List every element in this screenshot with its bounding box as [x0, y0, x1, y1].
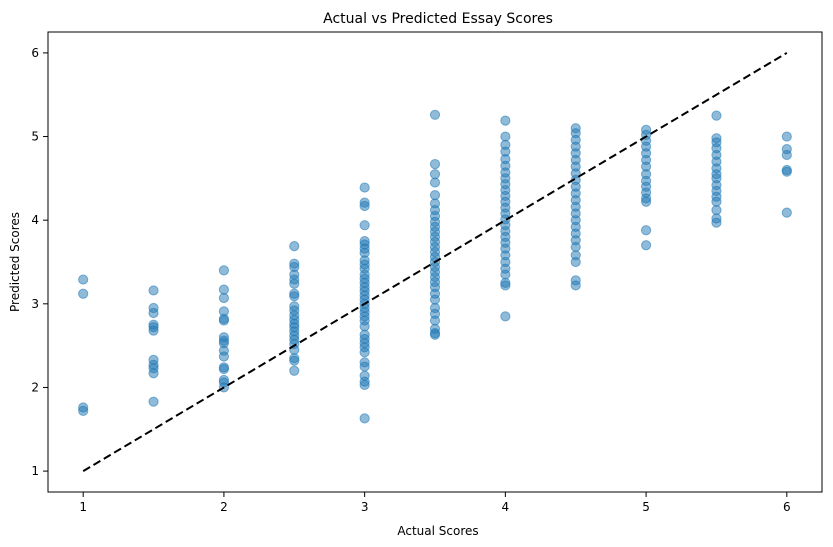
data-point — [359, 361, 370, 372]
data-point — [359, 220, 370, 231]
data-point — [429, 159, 441, 170]
y-tick-label: 4 — [31, 213, 39, 227]
data-point — [781, 131, 792, 142]
y-tick-label: 1 — [31, 464, 39, 478]
data-point — [359, 379, 370, 391]
y-tick-label: 5 — [31, 130, 39, 144]
data-point — [500, 115, 511, 126]
data-point — [359, 321, 370, 332]
data-point — [148, 368, 159, 379]
data-point — [289, 355, 300, 366]
data-point — [640, 196, 652, 207]
data-point — [359, 182, 370, 193]
plot-area-frame — [47, 31, 823, 493]
x-tick-label: 1 — [79, 500, 87, 514]
data-point — [289, 278, 300, 289]
data-point — [78, 405, 89, 416]
points-layer — [78, 109, 792, 424]
data-point — [500, 269, 511, 280]
y-axis-label: Predicted Scores — [8, 212, 22, 312]
data-point — [78, 288, 89, 299]
data-point — [500, 280, 511, 291]
data-point — [148, 307, 159, 319]
data-point — [218, 351, 230, 362]
data-point — [148, 325, 159, 336]
data-point — [359, 413, 370, 424]
data-point — [429, 294, 441, 305]
data-point — [429, 169, 441, 180]
data-point — [429, 189, 441, 201]
x-tick-label: 6 — [783, 500, 791, 514]
x-tick-label: 5 — [642, 500, 650, 514]
x-axis-ticks: 1 2 3 4 5 6 — [79, 492, 791, 514]
x-tick-label: 3 — [361, 500, 369, 514]
data-point — [500, 131, 511, 142]
data-point — [640, 225, 652, 236]
data-point — [429, 177, 441, 188]
data-point — [711, 217, 722, 228]
data-point — [289, 291, 300, 302]
data-point — [781, 149, 792, 161]
x-tick-label: 2 — [220, 500, 228, 514]
data-point — [711, 205, 722, 216]
data-point — [640, 240, 652, 251]
data-point — [218, 315, 230, 326]
data-point — [570, 241, 581, 253]
data-point — [570, 280, 581, 291]
data-point — [429, 109, 441, 120]
data-point — [148, 285, 159, 296]
chart-title: Actual vs Predicted Essay Scores — [323, 11, 553, 27]
data-point — [218, 292, 230, 304]
data-point — [218, 265, 230, 276]
data-point — [289, 241, 300, 252]
data-point — [570, 256, 581, 268]
y-tick-label: 6 — [31, 46, 39, 60]
data-point — [429, 315, 441, 326]
data-point — [711, 110, 722, 121]
y-tick-label: 2 — [31, 380, 39, 394]
data-point — [218, 363, 230, 375]
y-tick-label: 3 — [31, 297, 39, 311]
x-axis-label: Actual Scores — [397, 524, 478, 538]
data-point — [289, 365, 300, 376]
data-point — [500, 311, 511, 322]
data-point — [78, 274, 89, 285]
data-point — [781, 166, 792, 177]
x-tick-label: 4 — [502, 500, 510, 514]
data-point — [218, 284, 230, 295]
data-point — [359, 200, 370, 212]
data-point — [148, 396, 159, 407]
data-point — [711, 196, 722, 207]
data-point — [781, 207, 792, 218]
y-axis-ticks: 1 2 3 4 5 6 — [31, 46, 48, 478]
data-point — [359, 347, 370, 358]
data-point — [429, 329, 441, 340]
reference-line — [82, 52, 788, 472]
